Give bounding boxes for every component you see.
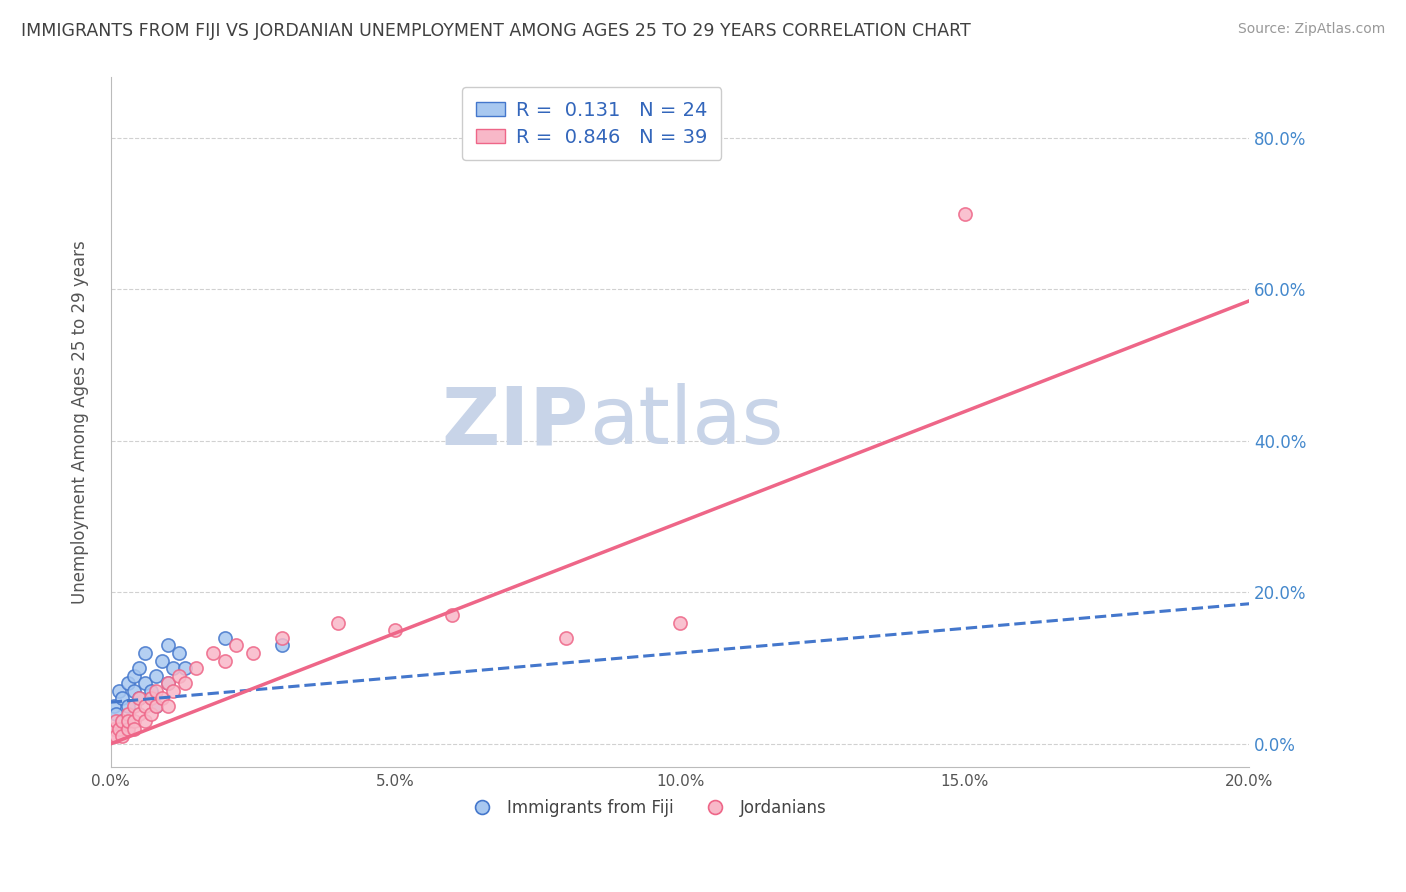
Point	[111, 714, 134, 728]
Point	[173, 676, 195, 690]
Point	[117, 706, 139, 721]
Point	[105, 706, 128, 721]
Point	[145, 669, 167, 683]
Point	[441, 608, 464, 623]
Point	[128, 706, 150, 721]
Point	[270, 631, 292, 645]
Point	[134, 714, 156, 728]
Point	[242, 646, 264, 660]
Point	[122, 722, 145, 736]
Point	[214, 654, 236, 668]
Y-axis label: Unemployment Among Ages 25 to 29 years: Unemployment Among Ages 25 to 29 years	[72, 240, 89, 604]
Point	[139, 706, 162, 721]
Point	[150, 691, 173, 706]
Point	[122, 714, 145, 728]
Point	[145, 698, 167, 713]
Point	[156, 698, 179, 713]
Point	[953, 207, 976, 221]
Point	[156, 676, 179, 690]
Point	[134, 676, 156, 690]
Point	[108, 683, 131, 698]
Point	[669, 615, 692, 630]
Point	[162, 661, 184, 675]
Point	[128, 691, 150, 706]
Point	[145, 683, 167, 698]
Point	[156, 639, 179, 653]
Point	[122, 683, 145, 698]
Point	[555, 631, 578, 645]
Point	[384, 624, 406, 638]
Point	[105, 714, 128, 728]
Point	[186, 661, 208, 675]
Point	[111, 714, 134, 728]
Point	[328, 615, 350, 630]
Point	[117, 714, 139, 728]
Point	[122, 698, 145, 713]
Point	[167, 669, 190, 683]
Legend: Immigrants from Fiji, Jordanians: Immigrants from Fiji, Jordanians	[458, 792, 834, 823]
Point	[128, 691, 150, 706]
Point	[150, 654, 173, 668]
Point	[139, 691, 162, 706]
Point	[134, 646, 156, 660]
Point	[156, 676, 179, 690]
Point	[117, 676, 139, 690]
Text: ZIP: ZIP	[441, 383, 589, 461]
Point	[105, 729, 128, 743]
Point	[103, 722, 125, 736]
Text: Source: ZipAtlas.com: Source: ZipAtlas.com	[1237, 22, 1385, 37]
Point	[134, 698, 156, 713]
Point	[122, 669, 145, 683]
Text: atlas: atlas	[589, 383, 783, 461]
Point	[167, 646, 190, 660]
Point	[108, 722, 131, 736]
Point	[103, 698, 125, 713]
Point	[270, 639, 292, 653]
Point	[145, 698, 167, 713]
Point	[162, 683, 184, 698]
Point	[111, 691, 134, 706]
Text: IMMIGRANTS FROM FIJI VS JORDANIAN UNEMPLOYMENT AMONG AGES 25 TO 29 YEARS CORRELA: IMMIGRANTS FROM FIJI VS JORDANIAN UNEMPL…	[21, 22, 970, 40]
Point	[139, 683, 162, 698]
Point	[128, 661, 150, 675]
Point	[117, 698, 139, 713]
Point	[202, 646, 225, 660]
Point	[214, 631, 236, 645]
Point	[173, 661, 195, 675]
Point	[225, 639, 247, 653]
Point	[117, 722, 139, 736]
Point	[111, 729, 134, 743]
Point	[101, 729, 124, 743]
